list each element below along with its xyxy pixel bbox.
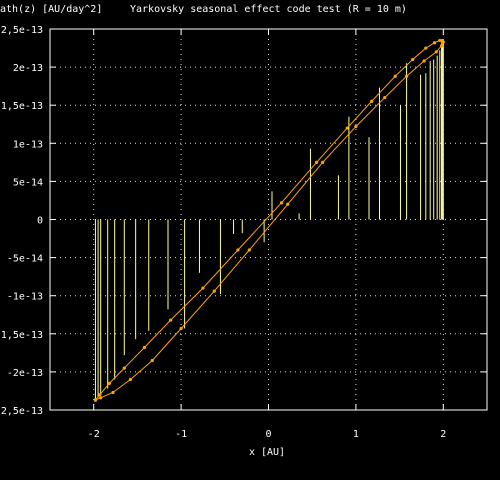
curve-point [393, 74, 397, 78]
curve-point [411, 57, 415, 62]
grid [50, 28, 487, 411]
curve-point [440, 38, 445, 43]
curve-point [354, 124, 358, 129]
y-tick-label: -2,5e-13 [0, 406, 43, 417]
curve-point [212, 289, 216, 293]
x-tick-label: 0 [265, 429, 271, 440]
y-tick-label: 2,5e-13 [1, 25, 43, 36]
x-tick-label: 2 [440, 429, 446, 440]
curve-point [201, 286, 205, 290]
curve-point [128, 377, 133, 382]
x-tick-label: -2 [88, 429, 100, 440]
y-tick-label: 1,5e-13 [1, 101, 43, 112]
curve-point [99, 396, 103, 400]
y-axis-label: ath(z) [AU/day^2] [0, 4, 102, 15]
curve-point [370, 99, 374, 103]
curve-point [286, 202, 290, 206]
y-tick-label: 0 [37, 216, 43, 227]
curve-point [345, 126, 349, 130]
chart-title: Yarkovsky seasonal effect code test (R =… [130, 4, 407, 15]
y-tick-label: -5e-14 [7, 254, 43, 265]
curve-point [150, 358, 154, 363]
curve-line [95, 39, 444, 401]
impulse-series [94, 41, 444, 401]
y-tick-label: 5e-14 [13, 177, 43, 188]
y-tick-label: -2e-13 [7, 368, 43, 379]
ticks: -2 -1 0 1 2 2,5e-13 2e-13 1,5e-13 1e-13 5e-14 0 -5e… [0, 25, 487, 440]
curve-point [438, 38, 442, 43]
curve-point [247, 248, 251, 252]
curve-series [93, 38, 445, 402]
curve-point [142, 345, 146, 350]
curve-point [432, 41, 437, 45]
curve-point [169, 318, 173, 322]
curve-point [280, 201, 284, 205]
x-tick-label: -1 [175, 429, 187, 440]
curve-point [111, 390, 115, 395]
curve-point [422, 59, 426, 63]
curve-point [321, 160, 325, 164]
y-tick-label: -1,5e-13 [0, 330, 43, 341]
curve-point [439, 44, 444, 48]
curve-point [122, 366, 126, 370]
curve-point [383, 95, 387, 100]
curve-point [179, 326, 183, 331]
curve-point [98, 393, 102, 397]
x-tick-label: 1 [353, 429, 359, 440]
curve-point [434, 50, 438, 54]
curve-point [236, 248, 240, 252]
y-tick-label: -1e-13 [7, 292, 43, 303]
y-tick-label: 2e-13 [13, 63, 43, 74]
x-axis-label: x [AU] [249, 447, 285, 458]
y-tick-label: 1e-13 [13, 139, 43, 150]
curve-point [314, 160, 319, 164]
curve-point [107, 381, 112, 385]
curve-point [93, 398, 98, 402]
curve-point [404, 74, 409, 78]
plot-border [49, 28, 488, 411]
curve-point [424, 46, 428, 50]
